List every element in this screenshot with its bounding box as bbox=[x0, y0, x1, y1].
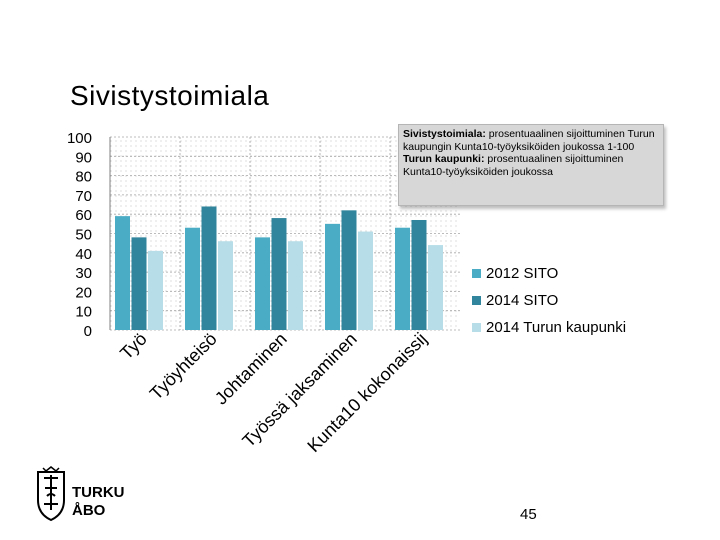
page-number: 45 bbox=[520, 506, 537, 523]
x-tick-label: Työyhteisö bbox=[146, 329, 221, 404]
bar-2014-sito bbox=[131, 237, 147, 330]
y-tick-label: 80 bbox=[75, 169, 92, 186]
legend-label-2014-turku: 2014 Turun kaupunki bbox=[486, 319, 627, 336]
legend-label-2014-sito: 2014 SITO bbox=[486, 292, 559, 309]
bar-2012-sito bbox=[395, 227, 410, 330]
x-tick-label: Työ bbox=[116, 329, 151, 364]
legend-item-2014-sito: 2014 SITO bbox=[472, 287, 626, 314]
y-tick-label: 0 bbox=[84, 323, 92, 340]
legend-item-2014-turku: 2014 Turun kaupunki bbox=[472, 314, 626, 341]
logo-text-abo: ÅBO bbox=[72, 502, 106, 519]
y-tick-label: 40 bbox=[75, 246, 92, 263]
logo-text-turku: TURKU bbox=[72, 484, 125, 501]
legend-label-2012-sito: 2012 SITO bbox=[486, 265, 559, 282]
legend-swatch-2014-turku bbox=[472, 323, 481, 332]
bar-2014-turku bbox=[218, 241, 233, 330]
turku-logo-text: TURKU ÅBO bbox=[72, 484, 125, 520]
bar-2014-sito bbox=[271, 218, 287, 330]
turku-coat-of-arms-logo bbox=[37, 466, 65, 522]
y-tick-label: 60 bbox=[75, 207, 92, 224]
bar-2014-sito bbox=[201, 206, 217, 330]
note-line1-label: Sivistystoimiala: bbox=[403, 128, 486, 140]
bar-2012-sito bbox=[185, 227, 200, 330]
y-tick-label: 70 bbox=[75, 188, 92, 205]
bar-2012-sito bbox=[255, 237, 270, 330]
slide-title: Sivistystoimiala bbox=[70, 80, 270, 111]
chart-note-box: Sivistystoimiala: prosentuaalinen sijoit… bbox=[398, 124, 664, 206]
bar-2014-turku bbox=[358, 231, 373, 330]
note-line1-text: prosentuaalinen sijoittuminen Turun kaup… bbox=[403, 128, 655, 153]
legend-swatch-2012-sito bbox=[472, 269, 481, 278]
y-tick-label: 30 bbox=[75, 265, 92, 282]
note-line2-label: Turun kaupunki: bbox=[403, 153, 485, 165]
bar-2012-sito bbox=[115, 216, 130, 330]
chart-bars bbox=[115, 206, 443, 330]
y-tick-label: 20 bbox=[75, 284, 92, 301]
y-tick-label: 10 bbox=[75, 304, 92, 321]
legend-item-2012-sito: 2012 SITO bbox=[472, 260, 626, 287]
note-line2-text: prosentuaalinen sijoittuminen Kunta10-ty… bbox=[403, 153, 624, 178]
y-tick-label: 100 bbox=[67, 130, 92, 147]
legend-swatch-2014-sito bbox=[472, 296, 481, 305]
bar-2014-turku bbox=[148, 250, 163, 330]
x-tick-label: Kunta10 kokonaissij bbox=[303, 329, 430, 456]
y-tick-label: 90 bbox=[75, 149, 92, 166]
bar-2014-turku bbox=[288, 241, 303, 330]
bar-2014-sito bbox=[341, 210, 357, 330]
bar-2012-sito bbox=[325, 223, 340, 330]
x-tick-label: Työssä jaksaminen bbox=[238, 329, 360, 451]
y-tick-label: 50 bbox=[75, 227, 92, 244]
chart-legend: 2012 SITO 2014 SITO 2014 Turun kaupunki bbox=[472, 260, 626, 341]
bar-2014-sito bbox=[411, 219, 427, 330]
bar-2014-turku bbox=[428, 245, 443, 330]
